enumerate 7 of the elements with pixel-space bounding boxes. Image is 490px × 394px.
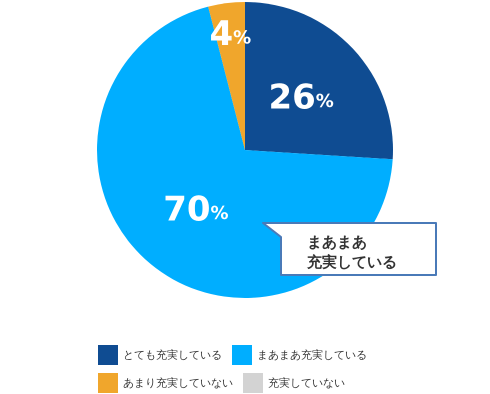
legend-label: まあまあ充実している — [257, 348, 367, 362]
legend-label: とても充実している — [123, 348, 222, 362]
data-label: 70% — [163, 189, 229, 230]
text: まあまあ充実している — [306, 233, 397, 271]
legend-label: あまり充実していない — [123, 376, 233, 390]
legend-label: 充実していない — [268, 376, 345, 390]
data-label: 26% — [268, 77, 334, 118]
